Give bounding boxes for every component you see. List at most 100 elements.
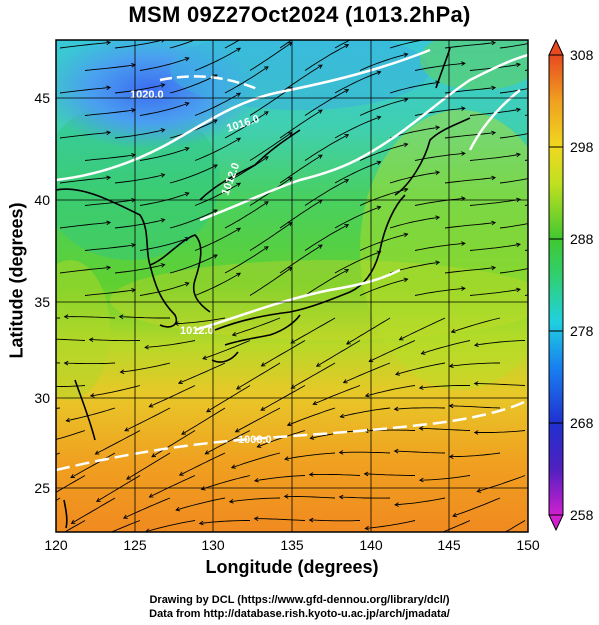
streamline-arrowhead [435, 125, 441, 130]
streamline-arrowhead [308, 472, 314, 477]
streamline [84, 154, 136, 161]
streamline [451, 317, 501, 333]
streamline [499, 223, 528, 229]
streamline-arrowhead [106, 175, 112, 181]
streamline-arrowhead [394, 502, 399, 507]
streamline-arrowhead [263, 156, 269, 161]
streamline-arrowhead [106, 265, 112, 271]
streamline-arrowhead [236, 137, 242, 142]
streamline [257, 430, 306, 448]
streamline [309, 519, 361, 522]
streamline-arrowhead [263, 66, 269, 71]
streamline-arrowhead [338, 494, 344, 500]
streamline [364, 473, 415, 476]
streamline-arrowhead [236, 227, 242, 232]
streamline [279, 244, 323, 274]
streamline [56, 452, 61, 456]
streamline-arrowhead [70, 473, 75, 479]
streamline [394, 407, 446, 410]
streamline [71, 497, 116, 524]
streamline-arrowhead [184, 147, 190, 152]
streamline [59, 266, 111, 274]
y-tick-label: 30 [34, 390, 50, 406]
streamline [84, 199, 136, 206]
streamline [63, 520, 86, 532]
streamline [499, 88, 528, 94]
streamline-arrowhead [403, 142, 409, 148]
streamline [96, 475, 141, 502]
streamline [414, 197, 465, 206]
streamline [126, 452, 171, 480]
coastlines [56, 47, 471, 529]
streamline-arrowhead [89, 393, 95, 398]
streamline [224, 40, 241, 49]
streamline [175, 497, 226, 511]
streamline-arrowhead [569, 101, 573, 105]
streamline [279, 40, 293, 49]
streamline [114, 174, 165, 184]
streamline-arrowhead [290, 384, 296, 389]
streamline-arrowhead [63, 360, 69, 366]
streamline-arrowhead [398, 336, 404, 341]
streamline [194, 137, 241, 161]
streamline-arrowhead [315, 362, 321, 367]
streamline [59, 176, 111, 184]
streamline [334, 71, 381, 94]
streamline-arrowhead [423, 537, 427, 541]
streamline [181, 407, 226, 435]
streamline [449, 362, 500, 367]
streamline-arrowhead [283, 494, 289, 499]
colorbar-tick-label: 268 [570, 415, 594, 431]
streamline [139, 237, 189, 251]
streamline-arrowhead [151, 453, 157, 458]
streamline [364, 429, 416, 432]
streamline-arrowhead [491, 85, 497, 91]
streamline [224, 246, 269, 274]
streamline-arrowhead [94, 450, 100, 455]
y-axis-label: Latitude (degrees) [6, 202, 27, 359]
colorbar-tick-label: 298 [570, 139, 594, 155]
y-tick-label: 40 [34, 192, 50, 208]
streamline [469, 198, 521, 206]
streamline-arrowhead [516, 242, 521, 248]
streamline-arrowhead [448, 403, 454, 409]
streamline [279, 199, 323, 229]
streamline [395, 362, 446, 375]
streamline [90, 385, 141, 397]
streamline [249, 42, 293, 71]
streamline-arrowhead [37, 442, 41, 446]
streamline [343, 362, 391, 384]
colorbar: 308 298 288 278 268 258 [548, 38, 594, 532]
streamline-arrowhead [516, 287, 521, 293]
streamline-arrowhead [452, 512, 457, 518]
streamline [114, 129, 165, 139]
streamline-arrowhead [569, 281, 573, 285]
streamline [261, 340, 306, 367]
streamline [169, 254, 218, 274]
streamline-arrowhead [148, 493, 154, 498]
y-tick-label: 45 [34, 90, 50, 106]
map-grid [56, 40, 528, 532]
streamline-arrowhead [175, 506, 181, 512]
streamline [304, 179, 349, 206]
streamline-arrowhead [231, 331, 237, 337]
streamline-arrowhead [286, 421, 292, 427]
streamline [359, 278, 408, 296]
streamline-arrowhead [184, 57, 190, 62]
streamline-arrowhead [126, 475, 131, 480]
streamline [224, 156, 269, 184]
streamline [110, 520, 141, 532]
streamline [84, 244, 136, 251]
streamline-arrowhead [403, 187, 409, 193]
streamline [95, 430, 141, 455]
streamline-arrowhead [212, 164, 218, 169]
credit-drawing: Drawing by DCL (https://www.gfd-dennou.o… [149, 594, 450, 606]
streamline-arrowhead [448, 454, 454, 459]
streamline [202, 340, 251, 360]
streamline [346, 317, 391, 345]
streamline [304, 89, 349, 116]
streamline-arrowhead [94, 537, 98, 541]
streamline-arrowhead [236, 182, 242, 187]
streamline [249, 267, 293, 296]
streamline [229, 497, 281, 503]
